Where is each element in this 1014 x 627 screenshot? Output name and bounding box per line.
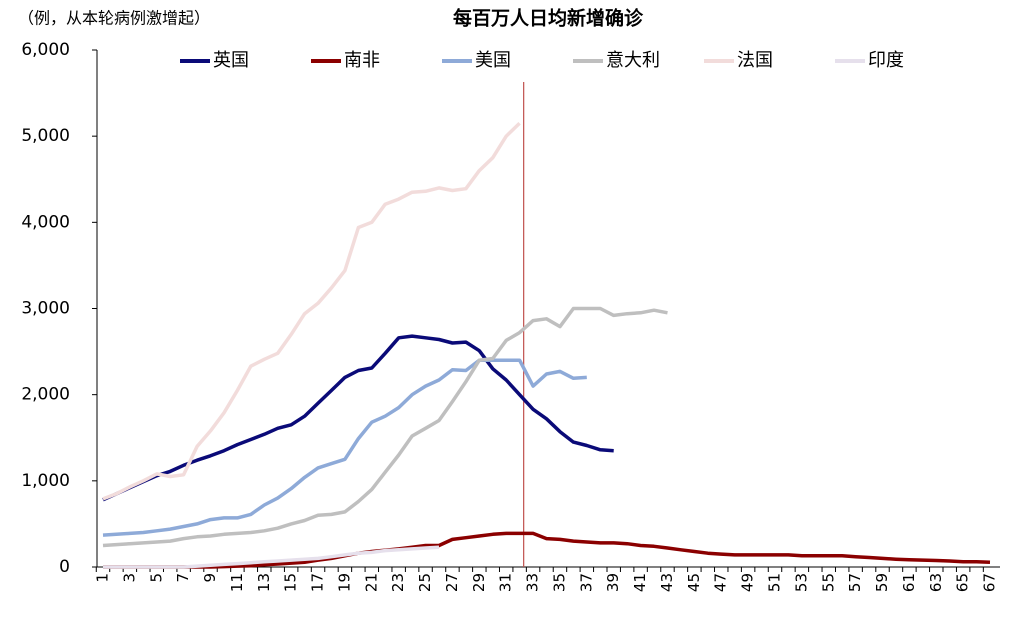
legend-label: 意大利 [606,50,660,71]
y-tick-label: 6,000 [21,40,70,60]
x-tick-label: 39 [604,573,622,592]
series-line [103,531,991,569]
x-tick-label: 35 [550,573,568,592]
y-tick-label: 2,000 [21,385,70,405]
x-tick-label: 41 [631,573,649,592]
x-tick-label: 45 [685,573,703,592]
x-tick-label: 63 [927,573,945,592]
x-tick-label: 67 [981,573,999,592]
x-tick-label: 55 [819,573,837,592]
y-tick-label: 3,000 [21,299,70,319]
legend-label: 南非 [344,50,380,71]
x-tick-label: 19 [335,573,353,592]
x-tick-label: 15 [282,573,300,592]
x-tick-label: 57 [846,573,864,592]
x-tick-label: 31 [497,573,515,592]
x-tick-label: 61 [900,573,918,592]
chart-subtitle: （例，从本轮病例激增起） [18,9,210,28]
series-line [102,121,521,501]
x-tick-label: 17 [309,573,327,592]
x-tick-label: 49 [739,573,757,592]
y-tick-label: 1,000 [21,471,70,491]
legend-label: 法国 [737,50,773,71]
x-tick-label: 9 [201,573,219,583]
series-line [103,545,440,569]
x-tick-label: 47 [712,573,730,592]
x-tick-label: 51 [766,573,784,592]
x-tick-label: 37 [577,573,595,592]
y-tick-label: 4,000 [21,212,70,232]
x-tick-label: 5 [147,573,165,583]
chart-title: 每百万人日均新增确诊 [453,7,644,30]
x-tick-label: 11 [228,573,246,592]
x-tick-label: 65 [954,573,972,592]
x-tick-label: 23 [389,573,407,592]
legend-label: 印度 [868,50,904,71]
legend-label: 英国 [213,50,249,71]
series-line [102,306,668,548]
x-tick-label: 53 [792,573,810,592]
x-tick-label: 13 [255,573,273,592]
x-tick-label: 29 [470,573,488,592]
series-line [102,358,587,537]
x-tick-label: 21 [362,573,380,592]
x-tick-label: 33 [524,573,542,592]
x-tick-label: 1 [94,573,112,583]
x-tick-label: 59 [873,573,891,592]
x-tick-label: 43 [658,573,676,592]
legend-label: 美国 [475,50,511,71]
x-tick-label: 25 [416,573,434,592]
x-tick-label: 7 [174,573,192,583]
x-tick-label: 27 [443,573,461,592]
y-tick-label: 5,000 [21,126,70,146]
y-tick-label: 0 [59,557,70,577]
x-tick-label: 3 [120,573,138,583]
